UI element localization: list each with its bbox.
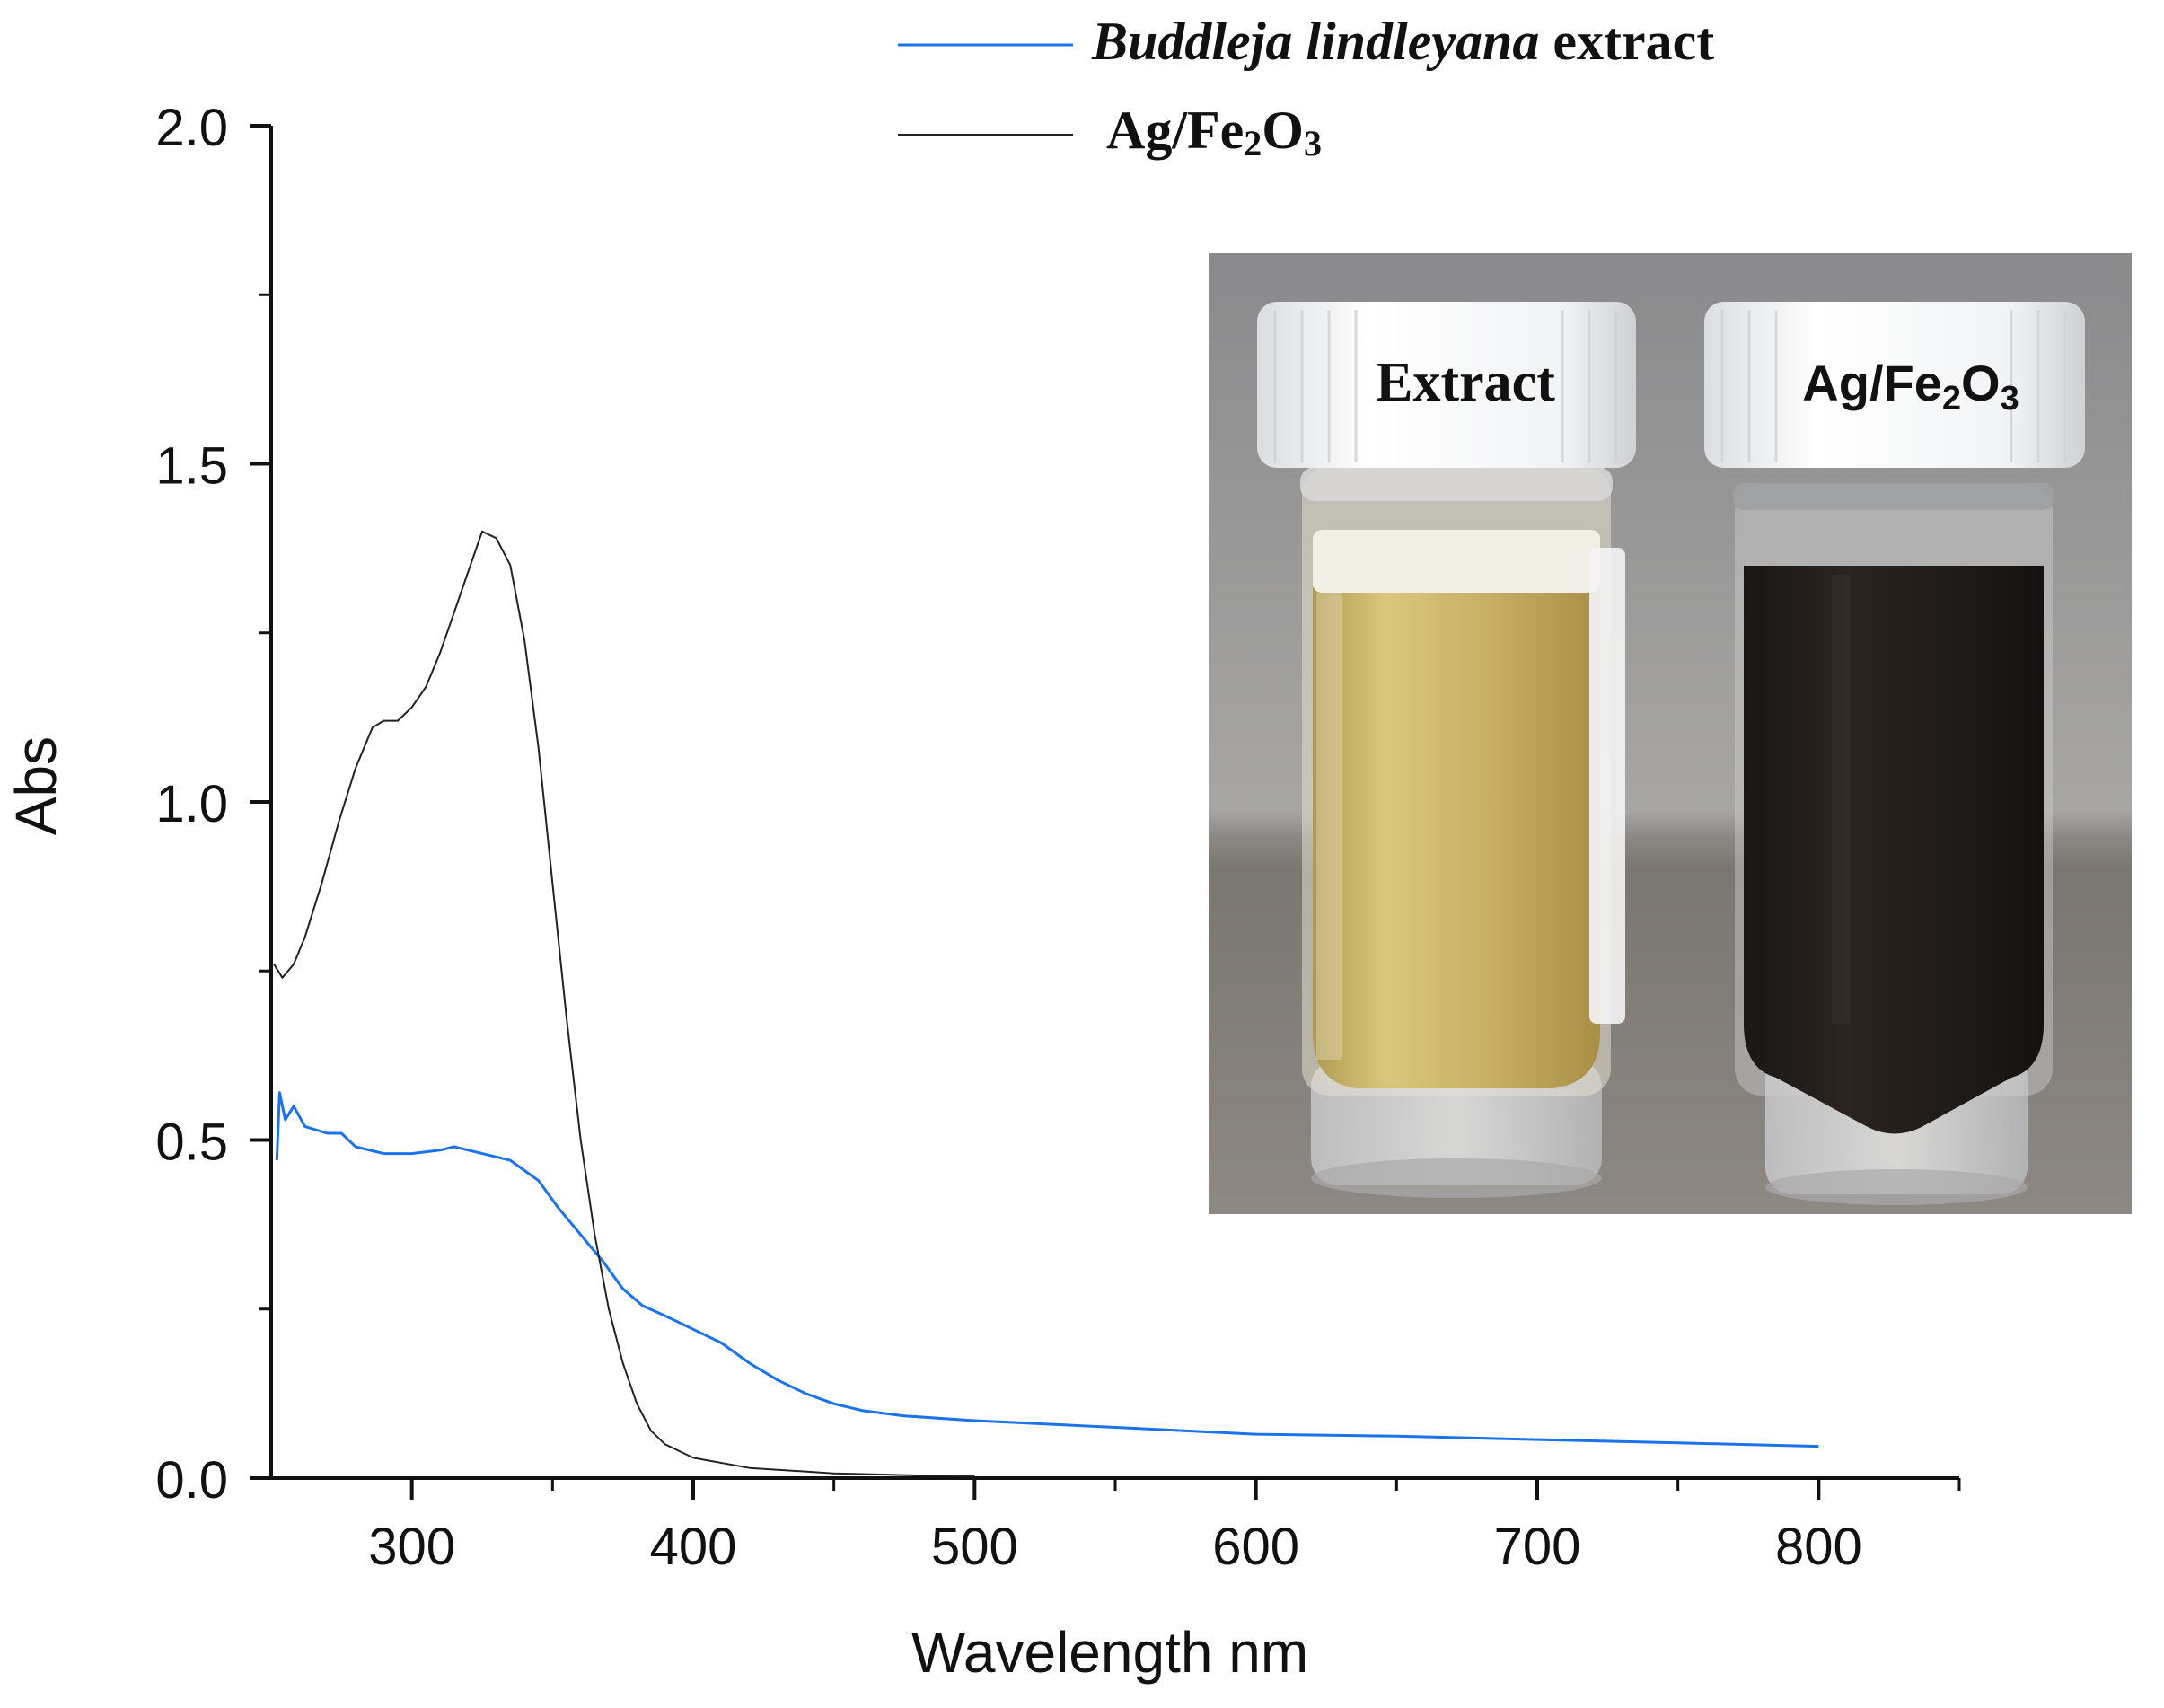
x-ticks: 300 400 500 600 700 800 [368,1478,1961,1576]
series-layer [273,530,1819,1477]
extract-vial-cap [1257,302,1636,468]
y-tick-label: 0.5 [155,1114,228,1172]
series-line-0 [275,1091,1819,1448]
legend-label-extract: Buddleja lindleyana extract [1091,12,1714,71]
y-tick-label: 1.5 [155,437,228,496]
extract-liquid [1313,575,1600,1088]
inset-label-agfe2o3: Ag/Fe2O3 [1802,355,2019,418]
extract-foam [1313,530,1600,593]
agfe2o3-vial-cap [1704,302,2085,468]
y-tick-label: 0.0 [155,1451,228,1510]
legend: Buddleja lindleyana extract Ag/Fe2O3 [898,12,1714,163]
x-tick-label: 700 [1494,1518,1581,1576]
x-axis-label: Wavelength nm [911,1620,1308,1685]
x-tick-label: 600 [1212,1518,1299,1576]
inset-photo: Extract Ag/Fe2O3 [1209,253,2132,1214]
y-tick-label: 1.0 [155,775,228,833]
extract-vial: Extract [1257,302,1636,1198]
y-tick-label: 2.0 [155,99,228,157]
x-tick-label: 400 [650,1518,737,1576]
x-tick-label: 800 [1775,1518,1862,1576]
x-tick-label: 300 [368,1518,455,1576]
y-axis-label: Abs [4,736,68,835]
inset-label-extract: Extract [1376,352,1555,413]
y-ticks: 0.0 0.5 1.0 1.5 2.0 [155,99,271,1510]
agfe2o3-vial: Ag/Fe2O3 [1704,302,2085,1205]
agfe2o3-liquid [1744,566,2044,1134]
extract-label-sticker [1589,548,1625,1024]
series-line-1 [273,530,975,1477]
x-tick-label: 500 [931,1518,1018,1576]
legend-label-agfe2o3: Ag/Fe2O3 [1106,101,1322,163]
